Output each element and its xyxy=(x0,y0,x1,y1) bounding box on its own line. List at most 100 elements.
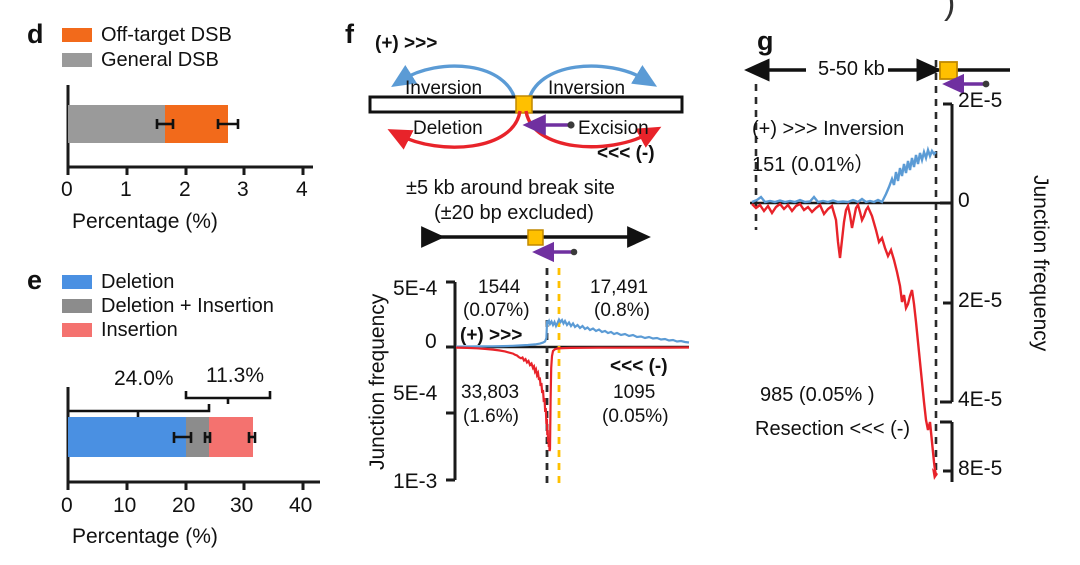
legend-label-insertion: Insertion xyxy=(101,319,178,341)
panel-g-y-label: Junction frequency xyxy=(1029,175,1052,352)
cut-off-glyph: ) xyxy=(944,0,956,22)
panel-f-annot-top-left-strand: (+) >>> xyxy=(460,325,523,346)
panel-f-letter: f xyxy=(345,19,354,49)
panel-f-annot-bottom-right-strand: <<< (-) xyxy=(610,356,668,377)
panel-f-minus-strand-label: <<< (-) xyxy=(597,143,655,164)
legend-item-deletion: Deletion xyxy=(62,272,274,292)
panel-e-errorbar-insertion xyxy=(247,432,257,443)
panel-f-arc-inversion-left xyxy=(391,64,518,104)
panel-f-ytick-5e-4-top: 5E-4 xyxy=(393,277,438,300)
panel-d-x-label: Percentage (%) xyxy=(72,210,218,233)
panel-f-excision-arrow xyxy=(522,114,575,136)
panel-g-resection-arrowhead xyxy=(932,468,938,480)
panel-f-plus-strand-label: (+) >>> xyxy=(375,33,438,54)
panel-f-trace-plus-strand xyxy=(455,317,690,348)
panel-f-annot-bottom-left-count: 33,803 xyxy=(461,382,520,403)
panel-f-window-break-marker xyxy=(527,229,544,246)
panel-e-errorbar-deletion-insertion xyxy=(203,432,212,443)
legend-swatch-deletion xyxy=(62,275,92,289)
panel-d-xtick-4: 4 xyxy=(296,178,308,201)
panel-g-ytick-0: 0 xyxy=(958,189,970,212)
panel-g-trace-inversion xyxy=(751,145,937,204)
panel-f-break-site-marker xyxy=(515,95,533,114)
panel-e-plot xyxy=(66,387,320,490)
legend-label-general-dsb: General DSB xyxy=(101,49,219,71)
panel-e-bar-deletion-insertion xyxy=(186,417,209,457)
panel-g-letter: g xyxy=(757,26,774,56)
panel-f-deletion-label: Deletion xyxy=(413,118,483,139)
panel-d-legend: Off-target DSB General DSB xyxy=(62,25,232,70)
panel-g-break-site-marker xyxy=(939,61,958,80)
panel-f-plot xyxy=(446,268,690,488)
panel-d-x-ticks xyxy=(66,167,305,175)
legend-item-general-dsb: General DSB xyxy=(62,50,232,70)
panel-g-trace-resection xyxy=(751,202,938,477)
panel-d-xtick-3: 3 xyxy=(237,178,249,201)
panel-f-y-label: Junction frequency xyxy=(366,293,389,470)
panel-g-ytick-8e-5: 8E-5 xyxy=(958,457,1003,480)
panel-f-window-excision-arrow xyxy=(532,241,578,263)
panel-f-annot-top-right-pct: (0.8%) xyxy=(594,300,650,321)
panel-f-inversion-left-label: Inversion xyxy=(405,78,483,99)
panel-e-xtick-40: 40 xyxy=(289,494,313,517)
panel-e-xtick-10: 10 xyxy=(113,494,137,517)
legend-swatch-insertion xyxy=(62,323,92,337)
panel-g-ytick-2e-5-bot: 2E-5 xyxy=(958,289,1003,312)
panel-e-letter: e xyxy=(27,265,43,295)
panel-f-annot-bottom-right-count: 1095 xyxy=(613,382,656,403)
panel-e-bar-deletion xyxy=(68,417,186,457)
panel-f-annot-top-left-pct: (0.07%) xyxy=(463,300,530,321)
panel-d-errorbar-general-dsb xyxy=(155,119,175,129)
panel-f-inversion-right-label: Inversion xyxy=(548,78,626,99)
panel-g-y-axis xyxy=(940,102,954,482)
panel-f-annot-top-left-count: 1544 xyxy=(478,277,521,298)
panel-f-annot-bottom-right-pct: (0.05%) xyxy=(602,406,669,427)
panel-g-annot-resection-label: Resection <<< (-) xyxy=(755,418,911,440)
panel-g-diagram xyxy=(744,58,1010,95)
panel-e-xtick-0: 0 xyxy=(61,494,73,517)
legend-item-off-target-dsb: Off-target DSB xyxy=(62,25,232,45)
legend-label-deletion-insertion: Deletion + Insertion xyxy=(101,295,274,317)
panel-f-excision-label: Excision xyxy=(578,118,649,139)
panel-f-window-arrow xyxy=(421,226,651,263)
panel-f-window-label-line1: ±5 kb around break site xyxy=(406,177,615,199)
panel-e-x-label: Percentage (%) xyxy=(72,525,218,548)
panel-e-bracket-24 xyxy=(66,404,211,417)
panel-g-plot xyxy=(750,60,948,480)
panel-d-bar-general-dsb xyxy=(68,105,165,143)
panel-g-excision-arrow xyxy=(942,73,990,95)
legend-swatch-off-target-dsb xyxy=(62,28,92,42)
panel-e-bracket-label-113: 11.3% xyxy=(206,364,264,387)
panel-d-letter: d xyxy=(27,19,44,49)
panel-d-xtick-0: 0 xyxy=(61,178,73,201)
legend-item-insertion: Insertion xyxy=(62,320,274,340)
panel-f-arc-inversion-right xyxy=(526,64,658,104)
panel-f-ytick-5e-4-bot: 5E-4 xyxy=(393,382,438,405)
panel-g-annot-inversion-count: 151 (0.01%） xyxy=(752,154,875,176)
panel-d-xtick-1: 1 xyxy=(120,178,132,201)
panel-d-xtick-2: 2 xyxy=(179,178,191,201)
panel-f-annot-top-right-count: 17,491 xyxy=(590,277,649,298)
legend-label-deletion: Deletion xyxy=(101,271,175,293)
panel-e-bracket-label-24: 24.0% xyxy=(114,367,174,390)
panel-g-ytick-4e-5: 4E-5 xyxy=(958,388,1003,411)
panel-f-window-label-line2: (±20 bp excluded) xyxy=(434,202,594,224)
panel-e-bracket-113 xyxy=(184,391,272,404)
panel-e-bar-insertion xyxy=(209,417,253,457)
legend-swatch-general-dsb xyxy=(62,53,92,67)
panel-d-errorbar-off-target-dsb xyxy=(216,119,240,129)
panel-e-errorbar-deletion xyxy=(172,432,193,443)
legend-item-deletion-insertion: Deletion + Insertion xyxy=(62,296,274,316)
panel-e-xtick-20: 20 xyxy=(172,494,196,517)
panel-f-ytick-1e-3: 1E-3 xyxy=(393,470,438,493)
legend-swatch-deletion-insertion xyxy=(62,299,92,313)
panel-f-ytick-0: 0 xyxy=(425,330,437,353)
panel-d-plot xyxy=(66,85,313,175)
panel-f-diagram xyxy=(368,64,684,150)
panel-e-xtick-30: 30 xyxy=(230,494,254,517)
panel-f-trace-minus-strand xyxy=(455,346,690,452)
panel-g-annot-resection-count: 985 (0.05% ) xyxy=(760,384,875,406)
panel-f-arc-deletion-left xyxy=(387,110,522,150)
panel-e-x-ticks xyxy=(66,482,305,490)
legend-label-off-target-dsb: Off-target DSB xyxy=(101,24,232,46)
